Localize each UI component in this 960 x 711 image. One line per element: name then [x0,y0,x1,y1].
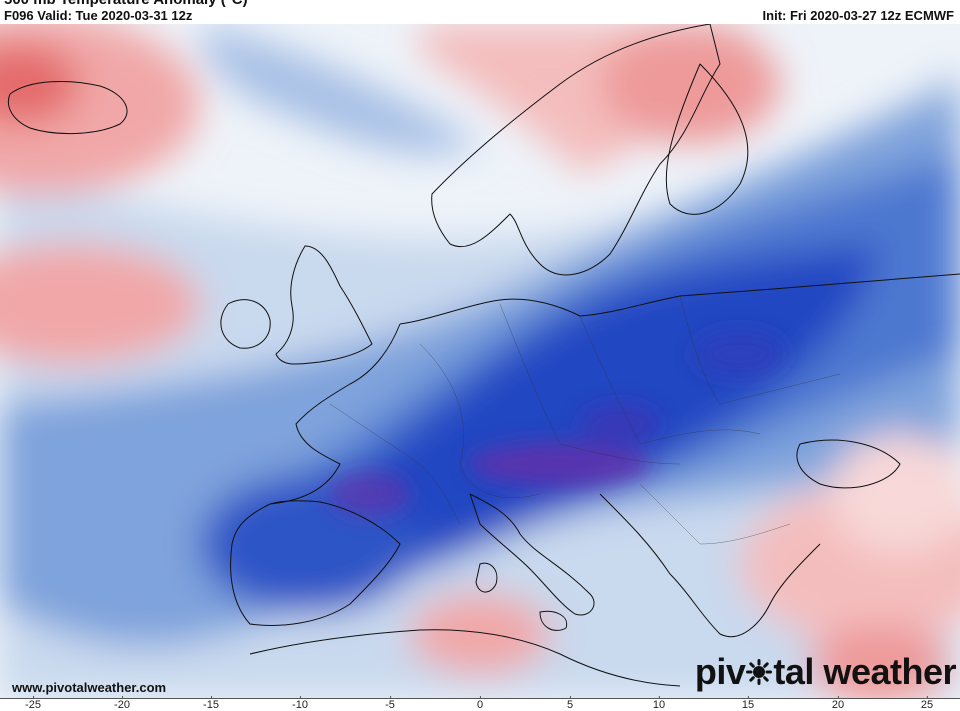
x-tick-label: 25 [920,696,934,711]
longitude-axis: -25 -20 -15 -10 -5 0 5 10 15 20 25 [0,696,960,711]
brand-text-end: tal weather [773,651,956,692]
sun-icon [746,659,773,685]
x-tick-label: -10 [292,696,308,711]
map-canvas [0,24,960,698]
anomaly-shading [0,24,960,698]
x-tick-label: -15 [203,696,219,711]
valid-time: F096 Valid: Tue 2020-03-31 12z [4,8,193,23]
x-tick-label: 5 [566,696,574,711]
source-url[interactable]: www.pivotalweather.com [12,680,167,695]
temperature-anomaly-map[interactable] [0,24,960,698]
pivotal-weather-logo: piv tal weather [694,650,957,694]
map-header: 500 mb Temperature Anomaly (°C) F096 Val… [0,0,960,24]
x-tick-label: -20 [114,696,130,711]
x-tick-label: 15 [741,696,755,711]
x-tick-label: 20 [831,696,845,711]
map-title: 500 mb Temperature Anomaly (°C) [4,0,248,8]
brand-text-start: piv [694,651,746,692]
country-borders [329,295,841,545]
cold-core-shading [330,332,785,516]
coastlines [7,24,960,687]
x-tick-label: -5 [385,696,395,711]
x-tick-label: 0 [476,696,484,711]
init-time: Init: Fri 2020-03-27 12z ECMWF [762,8,954,23]
x-tick-label: 10 [652,696,666,711]
x-tick-label: -25 [25,696,41,711]
